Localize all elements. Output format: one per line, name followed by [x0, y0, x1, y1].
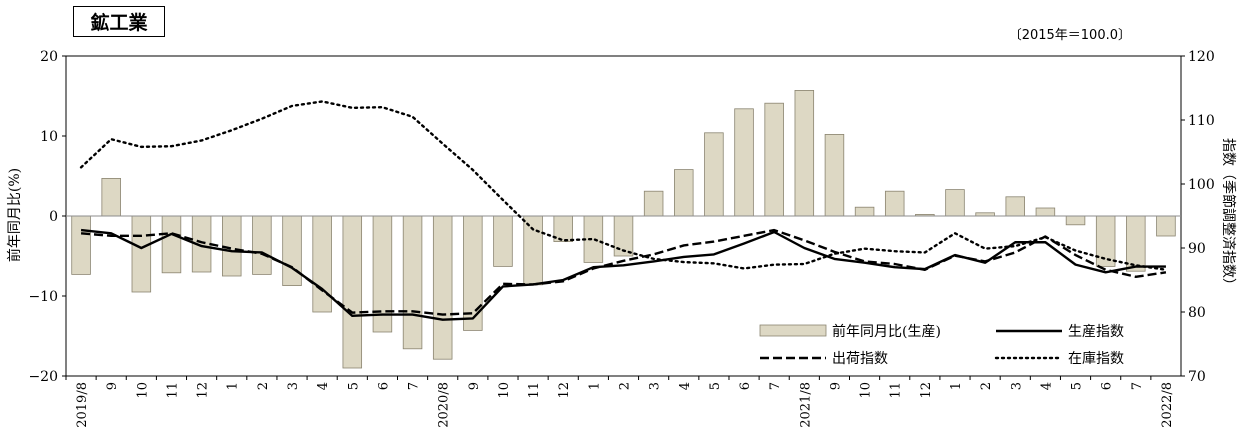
x-tick-label: 6	[738, 382, 753, 390]
bar-yoy	[101, 177, 121, 217]
x-tick-label: 4	[1039, 382, 1054, 390]
bar-yoy	[945, 189, 965, 217]
x-tick-label: 4	[316, 382, 331, 390]
x-tick-label: 1	[587, 382, 602, 390]
bar-yoy	[1126, 215, 1146, 272]
bar-yoy	[1005, 196, 1025, 217]
line-series-1	[80, 228, 1167, 316]
legend-label: 前年同月比(生産)	[832, 323, 941, 340]
left-tick-label: 20	[40, 49, 58, 65]
right-tick-label: 110	[1188, 113, 1215, 129]
bar-yoy	[523, 215, 543, 286]
left-tick-label: −20	[28, 369, 58, 385]
x-tick-label: 2	[256, 382, 271, 390]
x-tick-label: 3	[286, 382, 301, 390]
left-tick-label: 0	[49, 209, 58, 225]
bar-yoy	[312, 215, 332, 313]
right-tick-label: 90	[1188, 241, 1206, 257]
bar-yoy	[674, 169, 694, 217]
bar-yoy	[161, 215, 182, 274]
bar-yoy	[854, 206, 875, 217]
x-tick-label: 11	[165, 382, 180, 399]
bar-yoy	[734, 108, 754, 217]
bar-yoy	[131, 215, 152, 293]
legend-swatch-bar	[759, 324, 827, 337]
right-tick-label: 100	[1188, 177, 1215, 193]
x-tick-label: 3	[1009, 382, 1024, 390]
x-tick-label: 2	[618, 382, 633, 390]
legend-label: 在庫指数	[1068, 350, 1124, 367]
bar-yoy	[432, 215, 453, 360]
right-tick-label: 80	[1188, 305, 1206, 321]
bar-yoy	[643, 190, 664, 217]
line-series-0	[80, 228, 1166, 321]
bar-yoy	[1156, 215, 1176, 237]
x-tick-label: 10	[859, 382, 874, 399]
bar-yoy	[252, 215, 272, 275]
line-series-2	[79, 100, 1168, 271]
legend-label: 生産指数	[1068, 324, 1124, 340]
bar-yoy	[884, 190, 905, 217]
x-tick-label: 11	[527, 382, 542, 399]
x-tick-label: 3	[648, 382, 663, 390]
x-tick-label: 7	[1130, 382, 1145, 390]
x-tick-label: 2022/8	[1160, 382, 1175, 428]
base-year-note: 〔2015年＝100.0〕	[1008, 28, 1131, 43]
x-tick-label: 2020/8	[437, 382, 452, 428]
x-tick-label: 11	[889, 382, 904, 399]
x-tick-label: 7	[768, 382, 783, 390]
x-tick-label: 4	[678, 382, 693, 390]
bar-yoy	[342, 215, 363, 369]
bar-yoy	[1065, 215, 1086, 226]
x-tick-label: 12	[196, 382, 211, 399]
bar-yoy	[704, 132, 724, 217]
chart-title: 鉱工業	[73, 6, 165, 37]
bar-yoy	[493, 215, 513, 267]
x-tick-label: 2	[979, 382, 994, 390]
x-tick-label: 12	[919, 382, 934, 399]
bar-yoy	[222, 215, 242, 277]
bar-yoy	[282, 215, 302, 286]
x-tick-label: 9	[828, 382, 843, 390]
bar-yoy	[764, 102, 784, 217]
x-tick-label: 12	[557, 382, 572, 399]
x-tick-label: 10	[135, 382, 150, 399]
x-tick-label: 9	[105, 382, 120, 390]
x-tick-label: 1	[226, 382, 241, 390]
x-tick-label: 10	[497, 382, 512, 399]
x-tick-label: 9	[467, 382, 482, 390]
bar-yoy	[1035, 207, 1056, 217]
left-tick-label: −10	[28, 289, 58, 305]
x-tick-label: 6	[1100, 382, 1115, 390]
bar-yoy	[583, 215, 604, 263]
x-tick-label: 6	[376, 382, 391, 390]
bar-yoy	[1095, 215, 1116, 267]
x-tick-label: 2019/8	[75, 382, 90, 428]
bar-yoy	[794, 90, 815, 217]
x-tick-label: 2021/8	[798, 382, 813, 428]
legend-label: 出荷指数	[832, 351, 888, 367]
x-tick-label: 1	[949, 382, 964, 390]
x-tick-label: 5	[708, 382, 723, 390]
left-tick-label: 10	[40, 129, 58, 145]
x-tick-label: 5	[1070, 382, 1085, 390]
x-tick-label: 5	[346, 382, 361, 390]
bar-yoy	[402, 215, 423, 350]
x-tick-label: 7	[407, 382, 422, 390]
bar-yoy	[824, 133, 845, 217]
bar-yoy	[71, 215, 91, 275]
right-tick-label: 70	[1188, 369, 1206, 385]
right-tick-label: 120	[1188, 49, 1215, 65]
